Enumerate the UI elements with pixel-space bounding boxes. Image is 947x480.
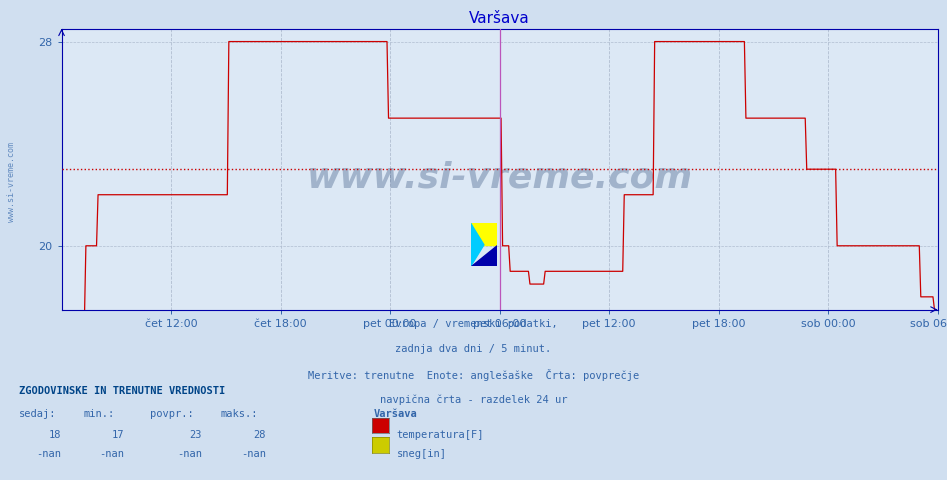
- Polygon shape: [471, 223, 497, 245]
- Text: Meritve: trenutne  Enote: anglešaške  Črta: povprečje: Meritve: trenutne Enote: anglešaške Črta…: [308, 369, 639, 381]
- Text: 17: 17: [112, 430, 124, 440]
- Text: 18: 18: [49, 430, 62, 440]
- Text: min.:: min.:: [83, 409, 115, 420]
- Text: Evropa / vremenski podatki,: Evropa / vremenski podatki,: [389, 319, 558, 329]
- Text: -nan: -nan: [99, 449, 124, 459]
- Text: 28: 28: [254, 430, 266, 440]
- Text: -nan: -nan: [241, 449, 266, 459]
- Text: 23: 23: [189, 430, 202, 440]
- Text: maks.:: maks.:: [221, 409, 259, 420]
- Text: www.si-vreme.com: www.si-vreme.com: [307, 161, 692, 194]
- Text: -nan: -nan: [177, 449, 202, 459]
- Text: www.si-vreme.com: www.si-vreme.com: [7, 143, 16, 222]
- Text: temperatura[F]: temperatura[F]: [397, 430, 484, 440]
- Text: povpr.:: povpr.:: [150, 409, 193, 420]
- Title: Varšava: Varšava: [469, 11, 530, 26]
- Text: ZGODOVINSKE IN TRENUTNE VREDNOSTI: ZGODOVINSKE IN TRENUTNE VREDNOSTI: [19, 386, 225, 396]
- Text: zadnja dva dni / 5 minut.: zadnja dva dni / 5 minut.: [396, 344, 551, 354]
- Text: navpična črta - razdelek 24 ur: navpična črta - razdelek 24 ur: [380, 394, 567, 405]
- Text: sedaj:: sedaj:: [19, 409, 57, 420]
- Polygon shape: [471, 223, 484, 266]
- Polygon shape: [471, 245, 497, 266]
- Text: Varšava: Varšava: [374, 409, 418, 420]
- Text: -nan: -nan: [37, 449, 62, 459]
- Text: sneg[in]: sneg[in]: [397, 449, 447, 459]
